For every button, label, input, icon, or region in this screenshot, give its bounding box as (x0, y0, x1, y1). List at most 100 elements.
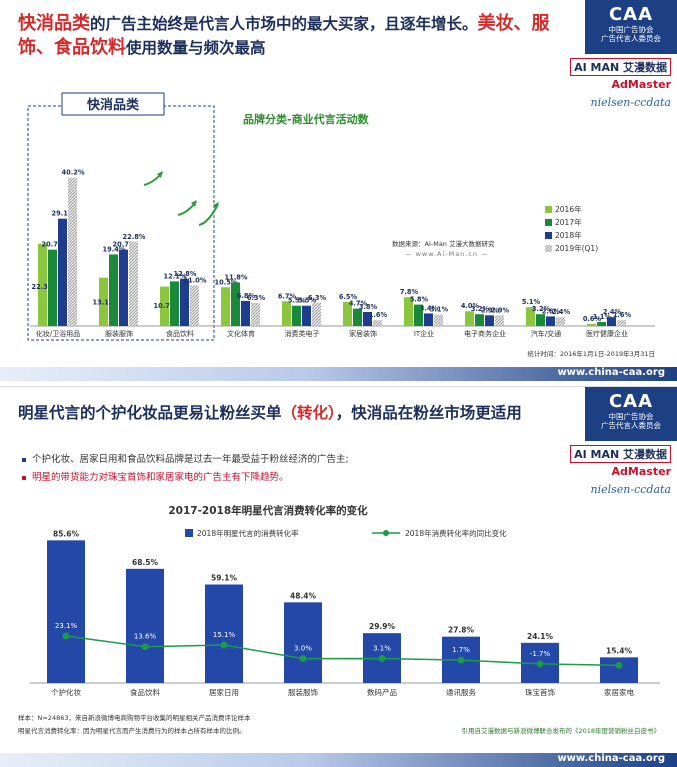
bar (126, 568, 164, 683)
bar-2016年 (343, 302, 352, 326)
chart-title: 品牌分类-商业代言活动数 (243, 112, 370, 126)
headline-highlight-2: 美妆、服饰、食品饮料 (18, 13, 550, 59)
bar-value-label: 59.1% (211, 574, 238, 583)
bar-2019年(Q1) (190, 285, 199, 326)
data-label: 22.3% (32, 283, 55, 291)
bar-value-label: 48.4% (290, 591, 317, 600)
slide1-footer: www.china-caa.org (0, 367, 677, 381)
category-label: 数码产品 (367, 687, 397, 697)
source-url: — www.Ai-Man.cn — (405, 250, 489, 258)
nielsen-logo: nielsen-ccdata (590, 483, 672, 496)
data-label: 2.9% (481, 306, 500, 314)
data-label: 6.3% (247, 294, 266, 302)
bar-2017年 (536, 314, 545, 326)
bar-2019年(Q1) (556, 317, 565, 326)
data-label: 40.2% (62, 169, 85, 177)
change-label: 13.6% (134, 633, 157, 641)
bar-2018年 (607, 317, 616, 326)
data-label: 5.5% (298, 297, 317, 305)
category-label: 化妆/卫浴用品 (36, 329, 80, 338)
headline-text-2: ，快消品在粉丝市场更适用 (335, 404, 522, 422)
data-label: 12.1% (164, 272, 187, 280)
legend-marker (383, 530, 389, 536)
data-label: 2.4% (603, 308, 622, 316)
data-label: 5.8% (410, 296, 429, 304)
change-label: 23.1% (55, 622, 78, 630)
legend-swatch (545, 206, 552, 213)
bullet-item: 明星的带货能力对珠宝首饰和家居家电的广告主有下降趋势。 (22, 469, 349, 487)
bar-2016年 (282, 301, 291, 326)
category-label: 居家日用 (209, 687, 239, 697)
data-label: 11.0% (184, 276, 207, 284)
trend-arrow-head-icon (157, 171, 163, 178)
bar-2017年 (353, 308, 362, 326)
caa-logo: CAA 中国广告协会 广告代言人委员会 (585, 0, 677, 54)
stat-period: 统计时间：2016年1月1日-2019年3月31日 (527, 349, 655, 358)
bar-2018年 (241, 300, 250, 326)
bar-2018年 (363, 311, 372, 326)
category-label: 通讯服务 (446, 687, 476, 697)
bar-value-label: 15.4% (606, 646, 633, 655)
bar-2018年 (180, 278, 189, 326)
legend-label: 2018年 (555, 230, 582, 240)
bar-2017年 (48, 249, 57, 326)
change-point (615, 661, 623, 669)
chart-title: 2017-2018年明星代言消费转化率的变化 (168, 504, 368, 517)
bar-2017年 (475, 314, 484, 326)
data-label: 3.1% (430, 306, 449, 314)
bar-2017年 (231, 282, 240, 326)
bar-2017年 (109, 254, 118, 326)
category-label: 消费类电子 (285, 329, 320, 338)
bar-2019年(Q1) (129, 241, 138, 326)
caa-logo-text: CAA (608, 4, 654, 25)
legend-swatch (545, 232, 552, 239)
legend-label: 2018年消费转化率的同比变化 (405, 528, 507, 538)
highlight-label: 快消品类 (87, 97, 140, 113)
data-label: 29.1% (52, 210, 75, 218)
caa-logo: CAA 中国广告协会 广告代言人委员会 (585, 387, 677, 441)
bar-value-label: 68.5% (132, 558, 159, 567)
bar-2019年(Q1) (68, 177, 77, 326)
slide1-headline: 快消品类的广告主始终是代言人市场中的最大买家，且逐年增长。美妆、服饰、食品饮料使… (18, 12, 578, 61)
definition-note: 明星代言消费转化率：因为明星代言而产生消费行为的样本占所有样本的比例。 (18, 726, 246, 735)
change-point (62, 632, 70, 640)
bar-2016年 (160, 286, 169, 326)
category-label: 医疗健康企业 (586, 329, 628, 338)
bar-2017年 (597, 321, 606, 326)
data-label: 6.8% (237, 292, 256, 300)
bullet-text: 个护化妆、居家日用和食品饮料品牌是过去一年最受益于粉丝经济的广告主; (32, 454, 349, 465)
bar-2019年(Q1) (251, 302, 260, 326)
category-label: 服装服饰 (105, 329, 133, 338)
bar-value-label: 29.9% (369, 622, 396, 631)
headline-text: 明星代言的个护化妆品更易让粉丝买单 (18, 404, 282, 422)
source-text: 数据来源：AI-Man 艾漫大数据研究 (392, 239, 495, 248)
legend-label: 2019年(Q1) (555, 243, 598, 253)
headline-highlight: 快消品类 (18, 13, 90, 34)
data-label: 11.8% (225, 273, 248, 281)
bar (600, 657, 638, 683)
data-label: 4.0% (461, 302, 480, 310)
change-label: 3.1% (373, 645, 391, 653)
change-point (457, 656, 465, 664)
bullet-item: 个护化妆、居家日用和食品饮料品牌是过去一年最受益于粉丝经济的广告主; (22, 451, 349, 469)
data-label: 13.1% (93, 298, 116, 306)
data-label: 19.4% (103, 245, 126, 253)
bar-2016年 (526, 307, 535, 326)
trend-arrow-head-icon (191, 200, 197, 207)
caa-logo-line1: 中国广告协会 (608, 25, 654, 34)
data-label: 3.2% (471, 305, 490, 313)
highlight-label-box (61, 92, 165, 116)
bar-2016年 (38, 243, 47, 326)
data-label: 1.1% (593, 313, 612, 321)
category-label: 个护化妆 (51, 687, 81, 697)
category-label: 文化体育 (227, 329, 255, 338)
nielsen-logo: nielsen-ccdata (590, 96, 672, 109)
bar-2018年 (485, 315, 494, 326)
bar-2018年 (302, 305, 311, 326)
category-label: 汽车/交通 (531, 329, 561, 338)
data-label: 3.8% (359, 303, 378, 311)
data-label: 6.7% (278, 292, 297, 300)
category-label: 食品饮料 (130, 687, 160, 697)
bar-value-label: 24.1% (527, 632, 554, 641)
legend-swatch (545, 219, 552, 226)
